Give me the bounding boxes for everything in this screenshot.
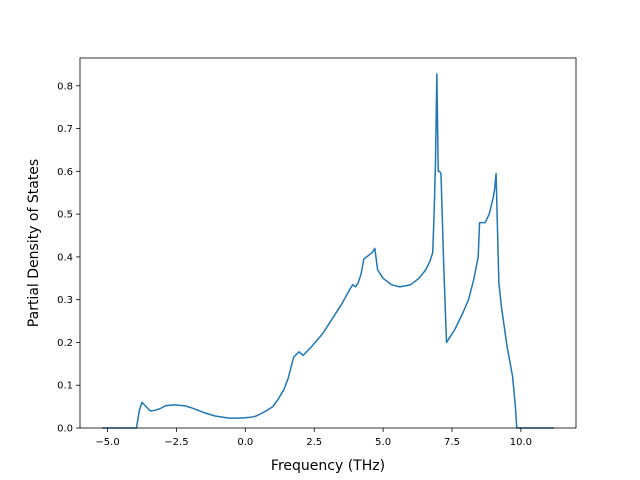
series-line	[102, 73, 554, 429]
y-tick-label: 0.5	[57, 210, 73, 221]
series-layer	[102, 73, 554, 429]
y-axis-label: Partial Density of States	[26, 159, 42, 327]
x-tick-label: 2.5	[306, 437, 322, 448]
y-tick-label: 0.3	[57, 295, 73, 306]
x-tick-label: 7.5	[444, 437, 460, 448]
x-tick-label: 0.0	[237, 437, 253, 448]
y-tick-label: 0.7	[57, 124, 73, 135]
y-tick-label: 0.8	[57, 81, 73, 92]
x-tick-label: 10.0	[510, 437, 532, 448]
y-tick-label: 0.6	[57, 167, 73, 178]
y-axis-ticks: 0.0 0.1 0.2 0.3 0.4 0.5 0.6 0.7 0.8	[57, 81, 80, 435]
x-tick-label: −5.0	[95, 437, 119, 448]
x-axis-ticks: −5.0 −2.5 0.0 2.5 5.0 7.5 10.0	[95, 428, 532, 448]
y-tick-label: 0.0	[57, 424, 73, 435]
x-tick-label: 5.0	[375, 437, 391, 448]
x-tick-label: −2.5	[164, 437, 188, 448]
y-tick-label: 0.1	[57, 381, 73, 392]
axes-frame	[79, 57, 577, 429]
y-tick-label: 0.2	[57, 338, 73, 349]
x-axis-label: Frequency (THz)	[271, 458, 385, 474]
plot-area	[80, 58, 576, 428]
y-tick-label: 0.4	[57, 252, 73, 263]
